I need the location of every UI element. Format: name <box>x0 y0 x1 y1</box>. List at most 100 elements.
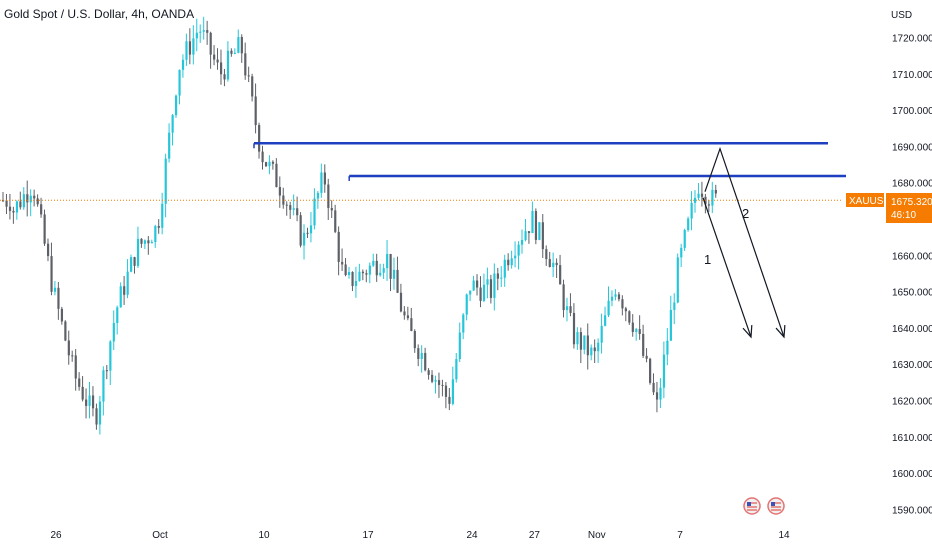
candle <box>181 54 185 78</box>
candle <box>565 297 569 322</box>
candle <box>431 370 434 384</box>
candle <box>278 176 281 208</box>
candle <box>251 73 254 102</box>
candle <box>521 229 524 254</box>
projection-arrow-1[interactable]: 1 <box>702 197 753 339</box>
chart-title: Gold Spot / U.S. Dollar, 4h, OANDA <box>4 7 195 21</box>
candle <box>486 267 489 299</box>
candle <box>683 228 686 251</box>
candle <box>579 327 583 364</box>
candle <box>586 323 589 370</box>
price-tag-countdown: 46:10 <box>891 210 916 221</box>
candle <box>199 24 202 43</box>
candle <box>354 266 358 298</box>
candle <box>192 25 195 65</box>
candle <box>690 191 693 231</box>
candle <box>299 212 302 248</box>
candle <box>185 33 188 66</box>
candle <box>576 327 579 350</box>
us-flag-event-icon[interactable] <box>767 497 785 515</box>
candle <box>67 330 70 365</box>
candle <box>140 238 143 248</box>
candle <box>53 280 57 296</box>
price-tick-label: 1690.000 <box>892 142 932 153</box>
candle <box>29 189 32 217</box>
candle <box>399 283 403 313</box>
candle <box>143 239 147 249</box>
candle <box>482 273 486 303</box>
candle <box>216 48 219 70</box>
price-tick-label: 1610.000 <box>892 433 932 444</box>
candle <box>437 372 441 398</box>
candle <box>379 263 382 277</box>
candle <box>157 219 160 234</box>
price-tick-label: 1720.000 <box>892 34 932 45</box>
candle <box>552 252 555 278</box>
candle <box>462 313 465 340</box>
price-tick-label: 1640.000 <box>892 324 932 335</box>
candle <box>420 345 423 373</box>
candle <box>476 274 479 296</box>
candle <box>441 379 444 397</box>
last-price-tag[interactable]: XAUUSD 1675.320 46:10 <box>846 193 932 223</box>
candle <box>597 338 600 363</box>
projection-arrow-2[interactable]: 2 <box>704 146 786 339</box>
candle <box>261 145 264 170</box>
candle <box>365 269 368 283</box>
candle <box>652 373 655 396</box>
time-tick-label: Oct <box>152 530 168 541</box>
candle <box>40 197 43 218</box>
candle <box>123 275 126 305</box>
candle <box>583 335 586 355</box>
candle <box>617 291 621 302</box>
candle <box>489 274 493 304</box>
candle <box>711 181 714 214</box>
price-tick-label: 1650.000 <box>892 288 932 299</box>
candle <box>88 381 91 419</box>
candle <box>472 275 475 291</box>
time-tick-label: 26 <box>50 530 62 541</box>
candle <box>22 187 25 210</box>
candle <box>669 295 672 341</box>
candle <box>282 187 285 209</box>
candle <box>707 199 711 212</box>
candle <box>545 245 548 266</box>
price-tick-label: 1620.000 <box>892 397 932 408</box>
candle <box>382 263 385 280</box>
time-tick-label: 17 <box>362 530 374 541</box>
candle <box>91 386 95 417</box>
candle <box>645 348 648 363</box>
candle <box>60 306 64 325</box>
candle <box>507 253 510 271</box>
candle <box>78 372 81 391</box>
candle <box>133 256 136 274</box>
candle <box>313 188 316 230</box>
candle <box>531 201 534 234</box>
candle <box>8 193 12 220</box>
candle <box>112 310 115 351</box>
candle <box>621 295 624 316</box>
candle <box>417 344 420 367</box>
candle <box>50 242 53 296</box>
arrow-1-label: 1 <box>704 252 711 267</box>
candle <box>161 192 164 235</box>
candle <box>275 158 278 188</box>
candle <box>209 31 212 69</box>
candle <box>175 94 178 118</box>
arrow-2-label: 2 <box>742 206 749 221</box>
candle <box>413 329 416 353</box>
candle <box>714 184 717 198</box>
candle <box>136 226 140 268</box>
candle <box>524 218 527 242</box>
candle <box>344 258 347 277</box>
candle <box>57 281 60 320</box>
candle <box>330 200 333 219</box>
price-axis-unit: USD <box>891 10 912 21</box>
time-tick-label: 27 <box>529 530 541 541</box>
symbol-tag-bg <box>846 193 884 207</box>
us-flag-event-icon[interactable] <box>743 497 761 515</box>
candle <box>624 306 627 322</box>
candle <box>247 66 250 83</box>
candle <box>334 204 337 234</box>
